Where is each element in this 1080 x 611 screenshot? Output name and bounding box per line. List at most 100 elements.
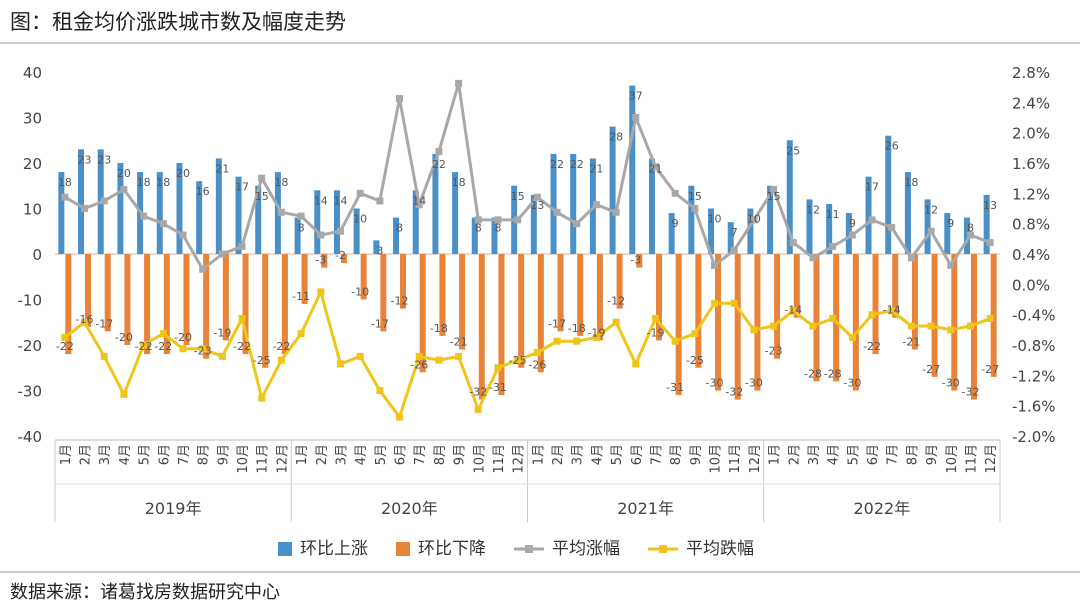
bar-up — [668, 213, 675, 254]
bar-down — [793, 254, 800, 318]
left-axis-tick: 20 — [23, 155, 42, 173]
bar-up — [688, 185, 695, 254]
bar-up-label: 13 — [530, 199, 544, 212]
bar-down — [478, 254, 485, 400]
bar-up — [629, 85, 636, 255]
bar-up — [727, 222, 734, 254]
month-label: 10月 — [472, 444, 487, 474]
month-label: 5月 — [374, 444, 389, 465]
right-axis-tick: 1.2% — [1012, 185, 1050, 203]
bar-down — [537, 254, 544, 373]
bar-down-label: -19 — [587, 326, 605, 339]
avg-rise-marker — [297, 212, 305, 220]
bar-up — [767, 185, 774, 254]
avg-rise-marker — [789, 239, 797, 247]
avg-fall-marker — [199, 345, 207, 353]
bar-down-label: -25 — [253, 354, 271, 367]
avg-rise-marker — [140, 212, 148, 220]
month-label: 3月 — [334, 444, 349, 465]
year-label: 2022年 — [854, 499, 911, 518]
month-label: 9月 — [453, 444, 468, 465]
month-label: 1月 — [295, 444, 310, 465]
avg-fall-marker — [218, 352, 226, 360]
avg-fall-marker — [671, 337, 679, 345]
avg-fall-marker — [730, 299, 738, 307]
avg-rise-marker — [455, 79, 463, 87]
avg-rise-marker — [907, 254, 915, 262]
right-axis-tick: -1.6% — [1012, 398, 1056, 416]
bar-down-label: -27 — [981, 363, 999, 376]
avg-fall-marker — [789, 307, 797, 315]
bar-down-label: -11 — [292, 290, 310, 303]
bar-down-label: -20 — [115, 331, 133, 344]
bar-up-label: 17 — [865, 181, 879, 194]
avg-fall-marker — [809, 322, 817, 330]
bar-up — [196, 181, 203, 254]
avg-rise-marker — [533, 193, 541, 201]
bar-up-label: 20 — [117, 167, 131, 180]
bar-down-label: -22 — [233, 340, 251, 353]
bar-down-label: -3 — [315, 254, 326, 267]
month-label: 7月 — [413, 444, 428, 465]
bar-down-label: -30 — [843, 377, 861, 390]
month-label: 11月 — [728, 444, 743, 474]
bar-up-label: 10 — [747, 213, 761, 226]
bar-down-label: -3 — [630, 254, 641, 267]
avg-rise-marker — [966, 231, 974, 239]
bar-up — [215, 158, 222, 254]
avg-fall-marker — [140, 341, 148, 349]
bar-down — [65, 254, 72, 355]
bar-up-label: 8 — [396, 222, 403, 235]
avg-rise-marker — [730, 246, 738, 254]
bar-up — [570, 153, 577, 254]
bar-up-label: 22 — [432, 158, 446, 171]
bar-down-label: -26 — [528, 358, 546, 371]
avg-rise-marker — [435, 148, 443, 156]
bar-down-label: -16 — [76, 313, 94, 326]
bar-up-label: 37 — [629, 90, 643, 103]
bar-down — [498, 254, 505, 396]
month-label: 3月 — [807, 444, 822, 465]
bar-down — [872, 254, 879, 355]
bar-up-label: 21 — [215, 162, 229, 175]
month-label: 2月 — [551, 444, 566, 465]
bar-down — [655, 254, 662, 341]
month-label: 4月 — [827, 444, 842, 465]
right-axis-tick: 0.0% — [1012, 276, 1050, 294]
avg-fall-marker — [494, 364, 502, 372]
avg-fall-marker — [770, 322, 778, 330]
bar-down — [557, 254, 564, 332]
avg-fall-marker — [651, 314, 659, 322]
bar-up-label: 23 — [78, 153, 92, 166]
bar-down-label: -30 — [706, 377, 724, 390]
bar-up-label: 18 — [274, 176, 288, 189]
bar-down — [675, 254, 682, 396]
month-label: 8月 — [669, 444, 684, 465]
bar-up — [176, 163, 183, 254]
avg-rise-marker — [277, 208, 285, 216]
bar-down — [577, 254, 584, 336]
bar-down — [695, 254, 702, 368]
bar-up — [885, 135, 892, 254]
bar-up — [904, 172, 911, 254]
right-axis-tick: 1.6% — [1012, 155, 1050, 173]
avg-fall-marker — [474, 405, 482, 413]
month-label: 2月 — [787, 444, 802, 465]
year-label: 2019年 — [145, 499, 202, 518]
month-label: 5月 — [138, 444, 153, 465]
right-axis-tick: 2.4% — [1012, 94, 1050, 112]
avg-rise-marker — [651, 163, 659, 171]
year-label: 2020年 — [381, 499, 438, 518]
bar-down — [104, 254, 111, 332]
source-note: 数据来源：诸葛找房数据研究中心 — [10, 582, 280, 603]
bar-up-label: 12 — [806, 203, 820, 216]
right-axis-tick: -2.0% — [1012, 428, 1056, 446]
bar-down-label: -10 — [351, 286, 369, 299]
avg-rise-marker — [888, 223, 896, 231]
avg-fall-marker — [376, 387, 384, 394]
bar-up — [708, 208, 715, 254]
bar-down — [163, 254, 170, 355]
bar-up-label: 8 — [967, 222, 974, 235]
bar-up — [944, 213, 951, 254]
